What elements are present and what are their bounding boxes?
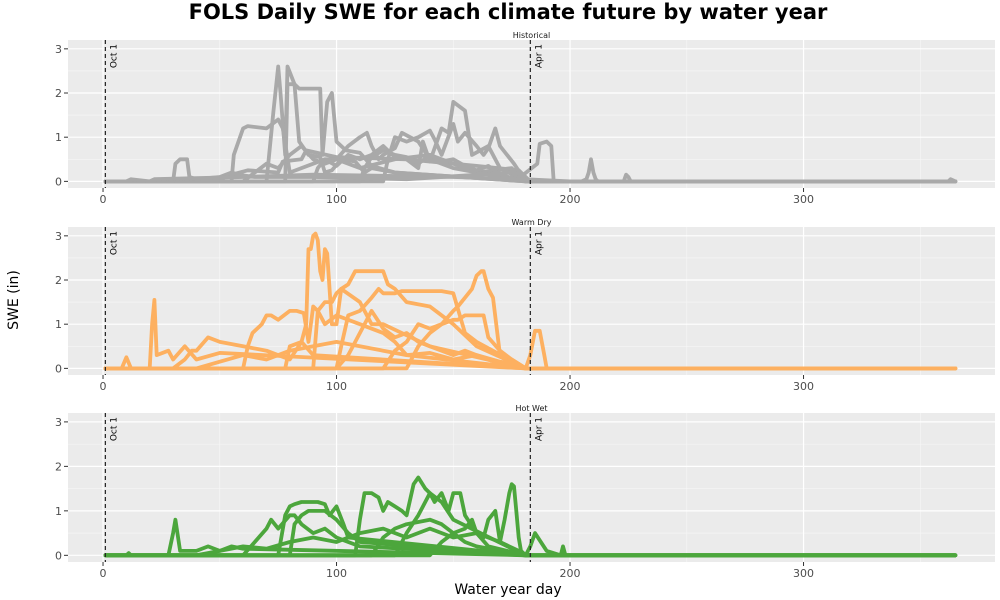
x-tick-label: 300 <box>793 380 814 393</box>
y-tick-label: 1 <box>55 131 62 144</box>
y-tick-label: 3 <box>55 43 62 56</box>
facet-title: Historical <box>513 31 550 40</box>
series-line <box>103 308 958 371</box>
chart-title: FOLS Daily SWE for each climate future b… <box>188 0 828 24</box>
y-tick-label: 3 <box>55 230 62 243</box>
series-line <box>103 269 958 371</box>
reference-line-label: Oct 1 <box>109 231 119 255</box>
x-tick-label: 100 <box>326 380 347 393</box>
series-line <box>103 117 958 184</box>
facet-panel-warm-dry: Warm Dry Oct 1 Apr 1 0 1 2 3 0 100 200 300 <box>55 218 995 393</box>
x-axis-label: Water year day <box>454 582 562 598</box>
panel-background <box>68 413 995 562</box>
x-tick-label: 300 <box>793 193 814 206</box>
panel-background <box>68 40 995 188</box>
series-line <box>103 82 958 184</box>
facet-panel-hot-wet: Hot Wet Oct 1 Apr 1 0 1 2 3 0 100 200 300 <box>55 404 995 580</box>
series-line <box>103 517 958 558</box>
reference-line-label: Apr 1 <box>534 231 544 255</box>
y-tick-label: 2 <box>55 460 62 473</box>
reference-line-label: Apr 1 <box>534 44 544 68</box>
x-tick-label: 0 <box>100 380 107 393</box>
y-tick-label: 3 <box>55 416 62 429</box>
x-tick-label: 200 <box>560 193 581 206</box>
series-line <box>103 482 958 558</box>
y-tick-label: 1 <box>55 505 62 518</box>
series-line <box>103 122 958 184</box>
reference-line-label: Oct 1 <box>109 44 119 68</box>
facet-title: Hot Wet <box>515 404 547 413</box>
series-line <box>103 297 958 371</box>
y-tick-label: 2 <box>55 274 62 287</box>
facet-title: Warm Dry <box>512 218 552 227</box>
series-line <box>103 286 958 371</box>
y-tick-label: 1 <box>55 318 62 331</box>
y-axis-label: SWE (in) <box>6 270 22 330</box>
reference-line-label: Oct 1 <box>109 417 119 441</box>
y-tick-label: 0 <box>55 362 62 375</box>
series-line <box>103 475 958 558</box>
series-line <box>103 313 958 371</box>
series-line <box>103 508 958 558</box>
series-line <box>103 491 958 558</box>
x-tick-label: 0 <box>100 193 107 206</box>
y-tick-label: 0 <box>55 175 62 188</box>
facet-panel-historical: Historical Oct 1 Apr 1 0 1 2 3 0 100 200 300 <box>55 31 995 206</box>
reference-line-label: Apr 1 <box>534 417 544 441</box>
x-tick-label: 100 <box>326 193 347 206</box>
y-tick-label: 2 <box>55 87 62 100</box>
y-tick-label: 0 <box>55 549 62 562</box>
series-line <box>103 335 958 371</box>
x-tick-label: 200 <box>560 380 581 393</box>
series-line <box>103 231 958 371</box>
series-line <box>103 100 958 184</box>
series-line <box>103 526 958 558</box>
series-line <box>103 157 958 184</box>
x-tick-label: 0 <box>100 567 107 580</box>
x-tick-label: 200 <box>560 567 581 580</box>
series-line <box>103 148 958 184</box>
x-tick-label: 300 <box>793 567 814 580</box>
x-tick-label: 100 <box>326 567 347 580</box>
series-line <box>103 328 958 371</box>
